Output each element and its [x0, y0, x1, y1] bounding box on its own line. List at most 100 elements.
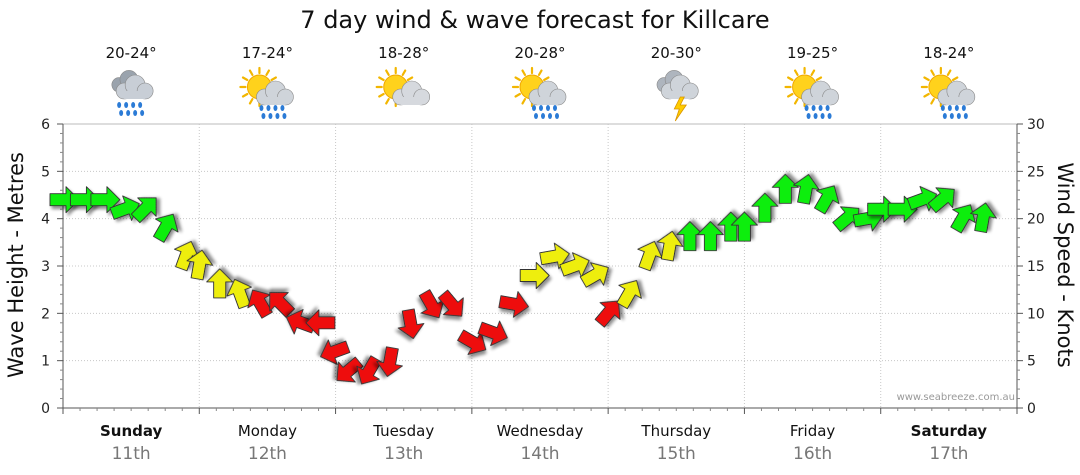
- sun-ray: [815, 76, 823, 82]
- sun-ray: [946, 69, 952, 76]
- rain-drop: [825, 105, 830, 111]
- temperature-range-label: 20-24°: [106, 44, 157, 62]
- day-name-label: Tuesday: [372, 422, 434, 440]
- sun-ray: [401, 69, 407, 76]
- wind-arrow-shape: [418, 289, 445, 319]
- rain-drop: [541, 113, 545, 119]
- day-name-label: Sunday: [100, 422, 163, 440]
- sun-ray: [793, 69, 799, 76]
- wind-arrow-shape: [814, 185, 840, 215]
- day-name-label: Monday: [238, 422, 297, 440]
- day-weather-header: 20-24° 17-24° 18-28° 20-28° 20-30° 19-25° 18-2…: [106, 44, 976, 122]
- rain-drop: [140, 110, 145, 116]
- wind-arrow-shape: [676, 221, 704, 252]
- wind-arrow: [616, 280, 642, 310]
- rain-drop: [133, 110, 138, 116]
- wind-arrow-shape: [174, 241, 200, 272]
- wind-arrow-shape: [69, 186, 100, 214]
- temperature-range-label: 17-24°: [242, 44, 293, 62]
- sun-ray: [793, 98, 799, 105]
- rain-drop: [119, 110, 124, 116]
- rain-drop: [956, 113, 961, 119]
- wind-arrow: [771, 173, 799, 204]
- rain-drop: [275, 113, 280, 119]
- wind-arrow: [397, 308, 425, 340]
- y-tick-label-right: 30: [1027, 117, 1045, 133]
- temperature-range-label: 19-25°: [787, 44, 838, 62]
- wind-arrow: [269, 292, 295, 318]
- grid: [62, 123, 1018, 409]
- sun-ray: [385, 98, 390, 105]
- wind-arrow: [90, 186, 121, 214]
- y-tick-label-right: 20: [1027, 212, 1045, 228]
- rain-drop: [268, 113, 273, 119]
- y-tick-label-left: 3: [41, 259, 50, 275]
- wind-arrow: [676, 221, 704, 252]
- wind-arrow-shape: [656, 230, 684, 262]
- rain-drop: [259, 105, 264, 111]
- rain-drop: [820, 113, 825, 119]
- sun-ray: [537, 69, 543, 76]
- y-tick-label-left: 0: [41, 401, 50, 417]
- wind-arrow: [498, 291, 529, 318]
- rain-drop: [273, 105, 278, 111]
- sun-ray: [385, 69, 390, 76]
- sun-ray: [930, 98, 935, 105]
- wind-arrow: [814, 185, 840, 215]
- wind-arrow: [751, 192, 779, 223]
- wind-arrow: [206, 268, 234, 299]
- sun-ray: [265, 69, 271, 76]
- rain-drop: [138, 102, 143, 108]
- wind-arrow: [305, 309, 336, 337]
- wind-arrow-shape: [477, 320, 508, 346]
- wind-arrow: [579, 262, 609, 288]
- y-axis-right-label: Wind Speed - Knots: [1053, 162, 1077, 367]
- wind-arrow-shape: [616, 280, 642, 310]
- sun-ray: [270, 76, 277, 82]
- rain-drop: [942, 113, 947, 119]
- wind-arrow-shape: [751, 192, 779, 223]
- sun-ray: [930, 69, 935, 76]
- y-tick-label-right: 5: [1027, 354, 1036, 370]
- wind-arrow: [336, 356, 364, 383]
- wind-arrow: [174, 241, 200, 272]
- wind-arrow-shape: [356, 355, 382, 385]
- wind-arrow-shape: [519, 262, 550, 289]
- wind-arrow-shape: [90, 186, 121, 214]
- day-date-label: 12th: [248, 444, 287, 464]
- wind-arrow: [656, 230, 684, 262]
- day-axis: Sunday 11th Monday 12th Tuesday 13th Wednesday…: [62, 408, 1018, 464]
- sun-showers-icon: [239, 66, 294, 119]
- rain-drop: [124, 102, 129, 108]
- cloud-part: [124, 91, 146, 99]
- y-tick-label-left: 5: [41, 164, 50, 180]
- rain-drop: [555, 113, 559, 119]
- temperature-range-label: 20-28°: [514, 44, 565, 62]
- wind-arrow: [356, 355, 382, 385]
- wind-arrow-shape: [771, 173, 799, 204]
- wind-arrow: [49, 186, 80, 214]
- sun-ray: [923, 76, 930, 82]
- wind-arrow: [970, 202, 997, 233]
- temperature-range-label: 20-30°: [651, 44, 702, 62]
- wind-arrow: [153, 213, 179, 243]
- wind-arrow-shape: [539, 242, 570, 270]
- wind-arrow: [867, 195, 898, 223]
- wind-arrow: [418, 289, 445, 319]
- wind-arrow: [477, 320, 508, 346]
- sun-ray: [951, 76, 959, 82]
- wind-arrow: [559, 252, 590, 278]
- rain-drop: [261, 113, 266, 119]
- y-tick-label-left: 4: [41, 212, 50, 228]
- wind-arrow-shape: [186, 249, 214, 281]
- rain-drop: [811, 105, 816, 111]
- wind-arrow: [186, 249, 214, 281]
- wind-arrow-shape: [397, 308, 425, 340]
- wind-arrow-shape: [730, 211, 758, 242]
- wind-arrow-shape: [320, 339, 351, 365]
- wind-arrow-shape: [269, 292, 295, 318]
- lightning-bolt: [673, 96, 688, 122]
- sun-ray: [248, 98, 254, 105]
- sun-ray: [248, 69, 254, 76]
- sun-ray: [521, 69, 527, 76]
